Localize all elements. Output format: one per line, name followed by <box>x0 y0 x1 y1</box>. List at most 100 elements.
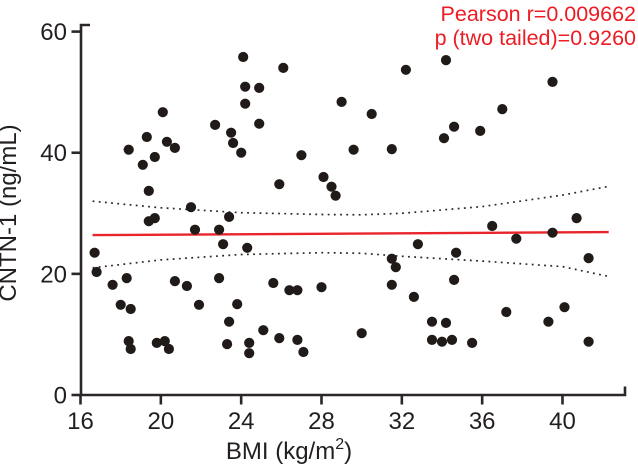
data-point <box>390 262 401 273</box>
data-point <box>214 273 225 284</box>
data-point <box>240 98 251 109</box>
data-point <box>258 325 269 336</box>
data-point <box>487 220 498 232</box>
data-point <box>475 125 486 136</box>
data-point <box>440 55 452 66</box>
data-point <box>316 282 327 293</box>
data-point <box>242 242 253 253</box>
data-point <box>449 274 460 285</box>
data-point <box>438 133 450 144</box>
data-point <box>189 224 201 235</box>
data-point <box>151 337 162 348</box>
data-point <box>298 346 309 358</box>
data-point <box>449 121 460 132</box>
data-point <box>292 334 303 345</box>
data-point <box>296 150 307 161</box>
data-point <box>446 334 458 345</box>
data-point <box>292 285 303 296</box>
data-point <box>386 279 397 290</box>
tick-labels: 16 20 24 28 32 36 40 0 20 40 60 <box>40 19 576 435</box>
data-point <box>511 233 522 244</box>
data-point <box>159 336 170 347</box>
x-axis-label-close: ) <box>344 438 352 465</box>
data-point <box>125 343 136 355</box>
x-axis-label: BMI (kg/m2) <box>226 436 352 465</box>
x-tick-label: 40 <box>549 408 576 435</box>
data-point <box>366 108 377 120</box>
data-point <box>356 328 367 339</box>
data-point <box>274 333 285 344</box>
data-point <box>254 82 265 93</box>
data-point <box>326 181 337 192</box>
data-point <box>244 337 255 348</box>
data-point <box>149 151 160 163</box>
data-point <box>121 273 132 284</box>
pearson-r-annotation: Pearson r=0.009662 <box>441 2 636 26</box>
data-point <box>238 51 249 63</box>
data-point <box>571 213 582 224</box>
data-point <box>149 213 160 224</box>
data-point <box>226 127 237 138</box>
x-axis-label-superscript: 2 <box>335 436 344 453</box>
data-point <box>268 277 279 289</box>
regression-line <box>92 230 609 237</box>
x-tick-label: 28 <box>308 408 335 435</box>
p-value-annotation: p (two tailed)=0.9260 <box>435 26 636 50</box>
data-point <box>89 247 100 258</box>
data-point <box>228 137 239 149</box>
data-point <box>318 171 329 183</box>
data-point <box>141 131 152 143</box>
data-point <box>386 253 397 264</box>
data-point <box>547 76 558 87</box>
data-point <box>214 224 225 235</box>
data-point <box>559 302 570 313</box>
regression-line-group <box>92 230 609 237</box>
data-point <box>224 211 235 222</box>
data-point <box>467 337 478 348</box>
data-point <box>107 279 118 290</box>
data-point <box>224 316 235 327</box>
data-point <box>236 147 247 158</box>
ci-upper-curve <box>92 185 611 216</box>
data-point <box>408 291 419 302</box>
data-point <box>386 144 397 155</box>
y-tick-label: 40 <box>40 140 67 167</box>
data-point <box>412 239 423 250</box>
data-point <box>278 62 289 73</box>
data-point <box>240 81 251 92</box>
data-point <box>222 339 233 350</box>
data-point <box>274 179 285 190</box>
ci-lower-curve <box>92 251 611 278</box>
data-point <box>547 227 558 238</box>
data-point <box>232 299 243 310</box>
data-point <box>501 306 512 318</box>
data-point <box>125 303 136 315</box>
data-point <box>583 253 594 264</box>
x-tick-label: 20 <box>147 408 174 435</box>
data-point <box>348 144 359 155</box>
axes <box>71 23 627 405</box>
y-tick-label: 0 <box>54 383 67 410</box>
data-point <box>91 266 102 278</box>
data-point <box>210 119 221 130</box>
data-point <box>218 239 229 250</box>
data-point <box>436 336 448 347</box>
data-point <box>169 142 180 153</box>
data-point <box>543 316 554 327</box>
y-axis-label: CNTN-1 (ng/mL) <box>0 124 22 301</box>
x-tick-label: 36 <box>469 408 496 435</box>
data-point <box>497 104 508 115</box>
x-tick-label: 24 <box>228 408 255 435</box>
y-tick-label: 20 <box>40 261 67 288</box>
x-tick-label: 16 <box>67 408 94 435</box>
data-point <box>169 276 180 287</box>
data-point <box>451 247 462 258</box>
y-tick-label: 60 <box>40 19 67 46</box>
data-point <box>426 316 438 327</box>
data-point <box>163 343 174 355</box>
data-point <box>440 317 452 328</box>
data-point <box>330 190 341 201</box>
data-point <box>284 285 295 296</box>
